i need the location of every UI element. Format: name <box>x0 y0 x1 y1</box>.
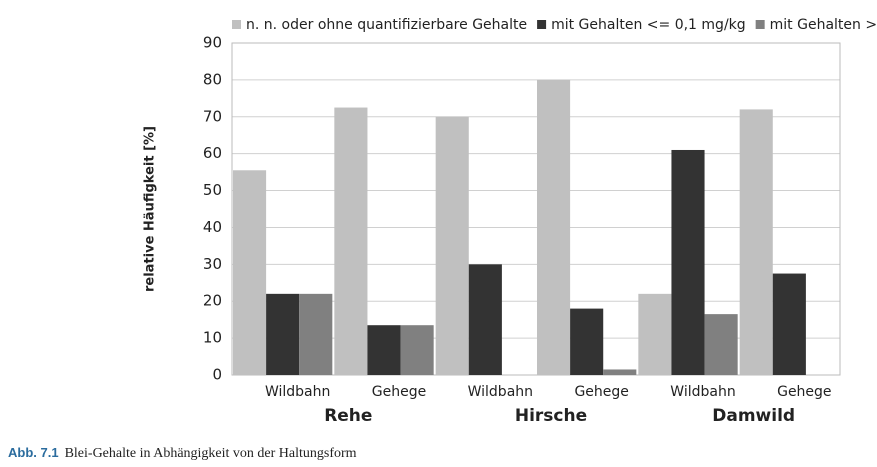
caption-number: Abb. 7.1 <box>8 445 59 460</box>
group-label: Damwild <box>712 406 795 426</box>
group-label: Hirsche <box>515 406 587 426</box>
caption: Abb. 7.1 Blei-Gehalte in Abhängigkeit von… <box>8 445 357 462</box>
bar <box>537 79 571 375</box>
y-tick-label: 40 <box>203 218 222 236</box>
legend-swatch <box>755 20 765 29</box>
bar <box>570 308 604 375</box>
bar <box>704 314 738 375</box>
y-tick-label: 80 <box>203 70 222 88</box>
legend-label: mit Gehalten > 0,1 mg/kg <box>770 17 877 33</box>
y-axis-label: relative Häufigkeit [%] <box>143 126 158 292</box>
y-tick-label: 60 <box>203 144 222 162</box>
legend-label: mit Gehalten <= 0,1 mg/kg <box>551 17 746 33</box>
bar <box>638 293 672 375</box>
y-tick-label: 90 <box>203 34 222 52</box>
bar <box>435 116 469 376</box>
x-tick-label: Gehege <box>372 384 426 400</box>
chart: relative Häufigkeit [%] 0 10 20 30 40 50 60 70 8… <box>143 17 877 426</box>
group-label: Rehe <box>324 406 372 426</box>
x-tick-label: Wildbahn <box>670 384 735 400</box>
bar <box>334 107 368 376</box>
y-tick-label: 10 <box>203 329 222 347</box>
plot-border <box>231 42 841 376</box>
x-tick-label: Wildbahn <box>265 384 330 400</box>
bar <box>772 273 806 375</box>
bar <box>367 325 401 375</box>
legend-label: n. n. oder ohne quantifizierbare Gehalte <box>246 17 527 33</box>
bar <box>233 170 267 375</box>
x-tick-label: Gehege <box>574 384 628 400</box>
y-tick-label: 0 <box>212 366 222 384</box>
y-tick-label: 20 <box>203 292 222 310</box>
caption-text: Blei-Gehalte in Abhängigkeit von der Hal… <box>64 446 357 461</box>
bar <box>739 109 773 376</box>
x-tick-label: Gehege <box>777 384 831 400</box>
bar <box>299 293 333 375</box>
bar <box>671 149 705 375</box>
bar <box>400 325 434 375</box>
legend-swatch <box>232 20 241 29</box>
legend-swatch <box>537 20 547 29</box>
y-tick-label: 70 <box>203 107 222 125</box>
y-tick-label: 30 <box>203 255 222 273</box>
x-tick-label: Wildbahn <box>468 384 533 400</box>
bar <box>468 264 502 375</box>
bar <box>266 293 300 375</box>
bar <box>603 369 637 375</box>
y-tick-label: 50 <box>203 181 222 199</box>
